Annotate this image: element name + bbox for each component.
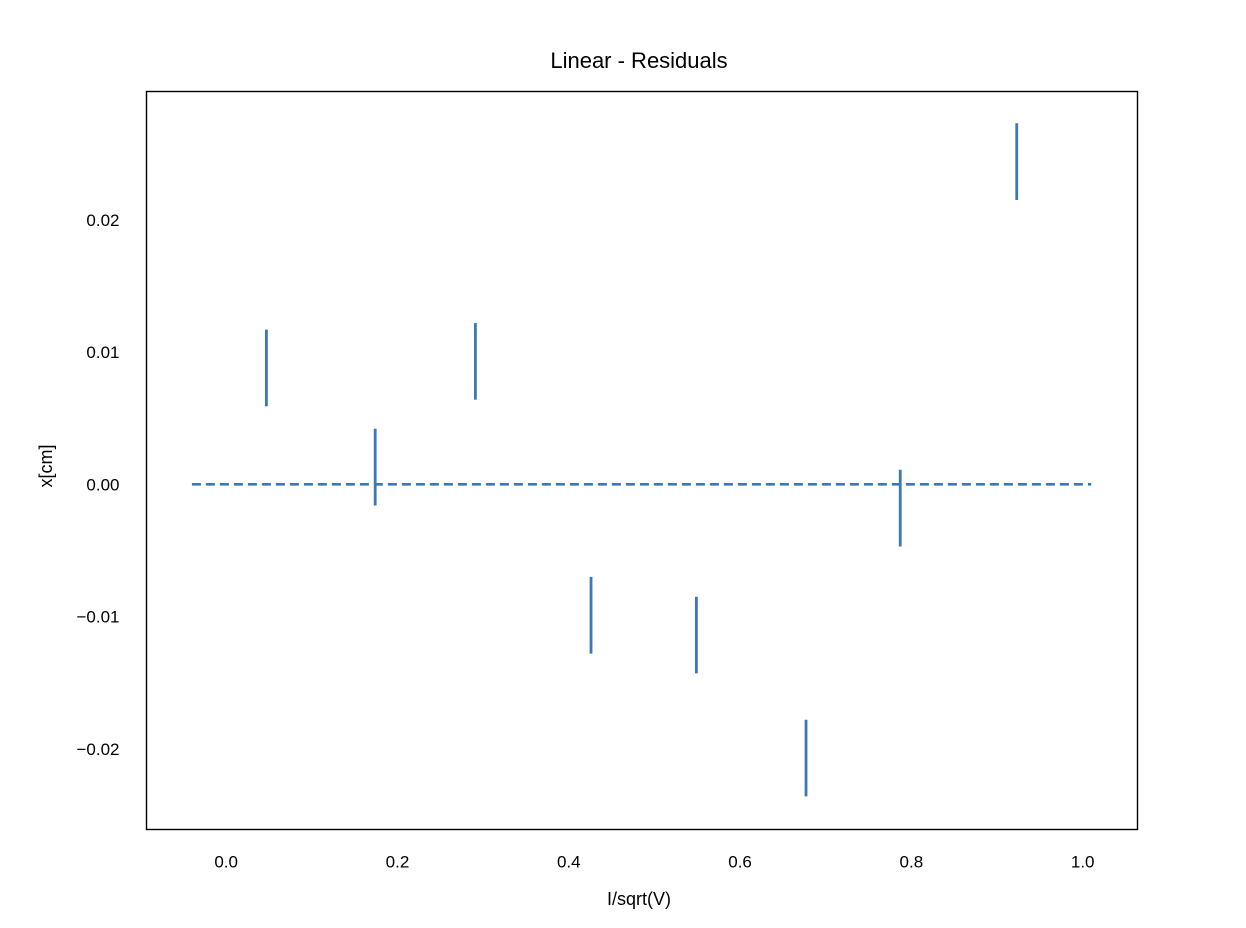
plot-frame <box>145 90 1139 831</box>
x-tick-label: 0.8 <box>900 853 924 872</box>
y-tick-label: −0.02 <box>76 740 119 759</box>
chart-title: Linear - Residuals <box>550 48 727 73</box>
x-tick-label: 0.4 <box>557 853 581 872</box>
y-tick-label: 0.02 <box>86 211 119 230</box>
x-tick-label: 0.0 <box>214 853 238 872</box>
y-axis-label: x[cm] <box>36 445 56 488</box>
y-tick-label: 0.01 <box>86 343 119 362</box>
y-tick-label: 0.00 <box>86 475 119 494</box>
x-tick-labels: 0.0 0.2 0.4 0.6 0.8 1.0 <box>214 853 1094 872</box>
y-tick-label: −0.01 <box>76 608 119 627</box>
x-tick-label: 0.6 <box>728 853 752 872</box>
y-tick-labels: −0.02 −0.01 0.00 0.01 0.02 <box>76 211 119 759</box>
x-tick-label: 0.2 <box>386 853 410 872</box>
errorbar-series <box>265 123 1019 797</box>
x-axis-label: I/sqrt(V) <box>607 889 671 909</box>
x-tick-label: 1.0 <box>1071 853 1095 872</box>
